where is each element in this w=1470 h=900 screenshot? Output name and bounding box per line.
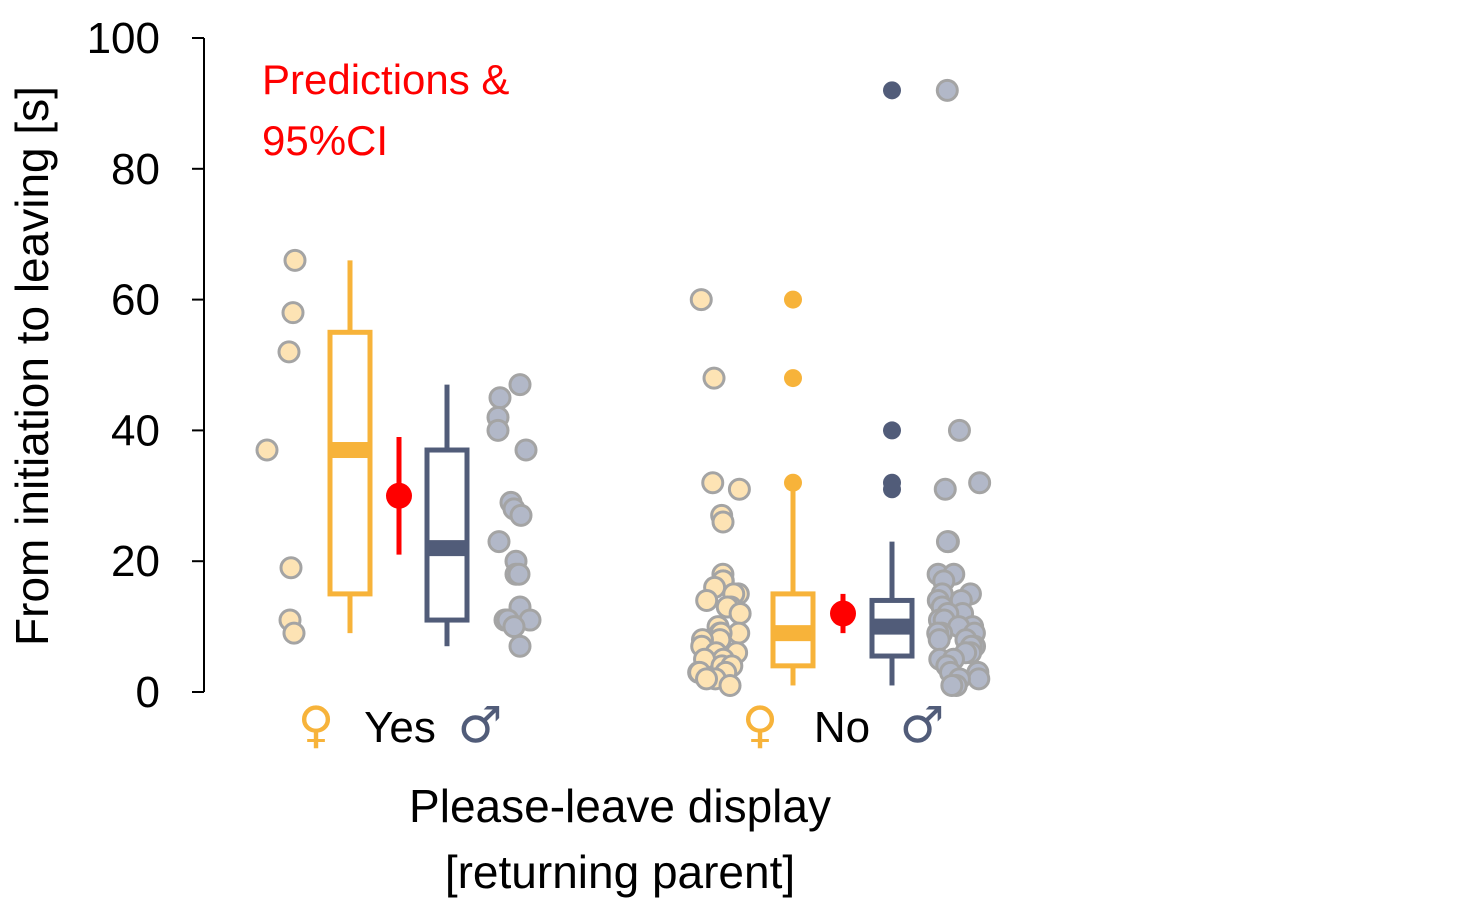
male-data-point xyxy=(947,418,971,442)
male-symbol-icon: ♂ xyxy=(900,696,945,754)
male-data-point xyxy=(967,667,991,691)
boxplot-male xyxy=(869,81,915,686)
female-data-point xyxy=(718,673,742,697)
outlier-point xyxy=(883,81,901,100)
outlier-point xyxy=(784,369,802,388)
boxplot-female xyxy=(770,290,816,686)
outlier-point xyxy=(883,473,901,492)
female-data-point xyxy=(701,471,725,495)
box xyxy=(424,447,470,623)
y-tick-label: 40 xyxy=(111,406,160,455)
female-data-point xyxy=(283,248,307,272)
female-data-point xyxy=(711,510,735,534)
outlier-point xyxy=(883,421,901,440)
male-data-point xyxy=(508,634,532,658)
male-data-point xyxy=(514,438,538,462)
female-data-point xyxy=(689,288,713,312)
male-data-point xyxy=(927,628,951,652)
male-symbol-icon: ♂ xyxy=(458,696,503,754)
y-axis-title: From initiation to leaving [s] xyxy=(6,86,58,646)
female-data-point xyxy=(255,438,279,462)
box xyxy=(327,329,373,597)
male-data-point xyxy=(509,503,533,527)
prediction-estimate xyxy=(386,482,412,509)
female-data-point xyxy=(702,366,726,390)
median-bar xyxy=(427,540,467,557)
y-tick-label: 100 xyxy=(87,14,160,63)
outlier-point xyxy=(784,290,802,309)
median-bar xyxy=(872,618,912,635)
category-labels: ♀ Yes ♂ ♀ No ♂ xyxy=(298,696,945,754)
female-data-point xyxy=(695,588,719,612)
y-tick-label: 20 xyxy=(111,537,160,586)
category-label: Yes xyxy=(364,703,436,752)
category-label: No xyxy=(814,703,870,752)
female-data-point xyxy=(728,602,752,626)
male-data-point xyxy=(502,615,526,639)
prediction-estimate xyxy=(830,600,856,627)
female-data-point xyxy=(281,301,305,325)
female-data-point xyxy=(282,621,306,645)
male-data-point xyxy=(940,673,964,697)
y-tick-label: 0 xyxy=(136,668,160,717)
female-data-point xyxy=(277,340,301,364)
x-axis-title-line-1: Please-leave display xyxy=(409,780,831,832)
x-axis-title-line-2: [returning parent] xyxy=(445,846,795,898)
annotation-line-1: Predictions & xyxy=(262,56,509,103)
boxplots xyxy=(327,81,915,686)
male-data-point xyxy=(507,562,531,586)
predictions xyxy=(386,436,856,634)
male-data-point xyxy=(508,373,532,397)
male-data-point xyxy=(935,78,959,102)
median-bar xyxy=(330,442,370,459)
female-symbol-icon: ♀ xyxy=(742,696,779,754)
y-tick-label: 60 xyxy=(111,276,160,325)
female-data-point xyxy=(695,667,719,691)
female-data-point xyxy=(727,477,751,501)
male-data-point xyxy=(488,386,512,410)
outlier-point xyxy=(784,473,802,492)
y-axis: 0 20 40 60 80 100 xyxy=(87,14,205,717)
annotation-line-2: 95%CI xyxy=(262,117,388,164)
y-tick-label: 80 xyxy=(111,145,160,194)
male-data-point xyxy=(933,477,957,501)
female-symbol-icon: ♀ xyxy=(298,696,335,754)
boxplot-male xyxy=(424,384,470,647)
median-bar xyxy=(773,625,813,642)
female-data-point xyxy=(279,556,303,580)
male-data-point xyxy=(487,530,511,554)
male-data-point xyxy=(486,418,510,442)
data-points xyxy=(255,78,992,697)
male-data-point xyxy=(935,530,959,554)
male-data-point xyxy=(968,471,992,495)
boxplot-female xyxy=(327,260,373,634)
